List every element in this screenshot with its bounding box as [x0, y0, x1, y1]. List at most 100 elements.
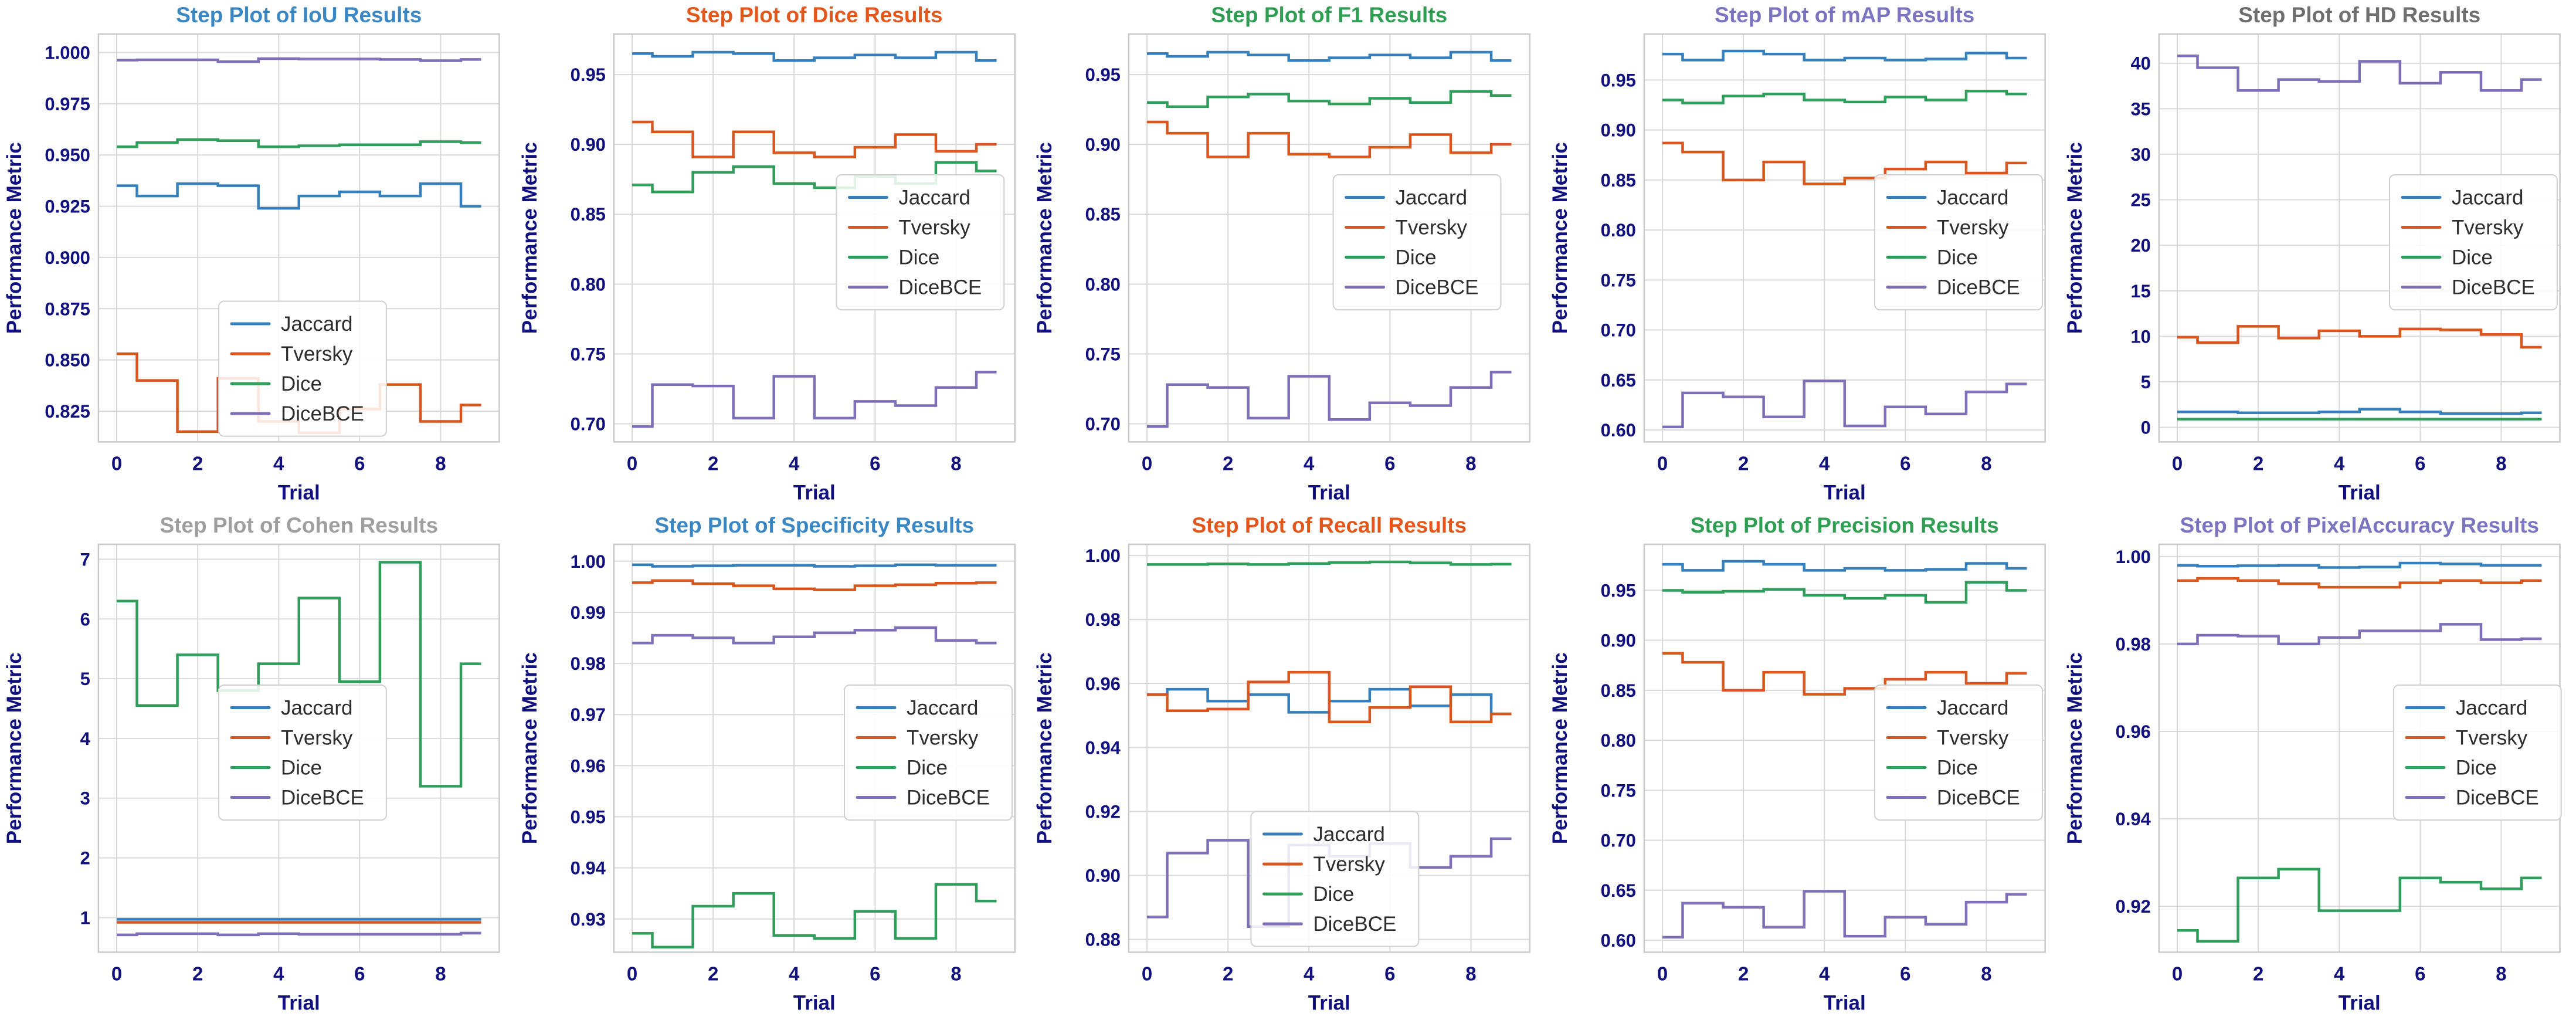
y-tick-label: 0.70 [1600, 830, 1635, 850]
legend-label: DiceBCE [2452, 276, 2535, 299]
chart-title: Step Plot of F1 Results [1211, 3, 1448, 27]
y-tick-label: 0.90 [1600, 630, 1635, 650]
step-chart-svg-pixelaccuracy: 0.92 0.94 0.96 0.98 1.00 0 2 4 6 8 Trial Performanc… [2063, 513, 2563, 1014]
y-tick-label: 30 [2131, 144, 2151, 165]
y-tick-label: 0.60 [1600, 420, 1635, 440]
grid-lines [613, 34, 1015, 442]
series-line-dicebce [117, 57, 481, 63]
y-tick-labels: 0.70 0.75 0.80 0.85 0.90 0.95 [1085, 65, 1121, 434]
series-line-dicebce [632, 626, 997, 644]
step-chart-svg-recall: 0.88 0.90 0.92 0.94 0.96 0.98 1.00 0 2 4 6 8 Trial Pe… [1033, 513, 1531, 1014]
y-tick-label: 0.65 [1600, 370, 1635, 391]
series-line-dicebce [2177, 55, 2542, 92]
x-tick-label: 6 [2415, 452, 2426, 474]
legend-box [2389, 174, 2558, 311]
legend-label: Jaccard [898, 186, 970, 209]
axes-border [613, 543, 1016, 953]
x-axis-label: Trial [793, 481, 835, 504]
y-tick-labels: 0.93 0.94 0.95 0.96 0.97 0.98 0.99 1.00 [570, 551, 606, 929]
legend-label: Jaccard [907, 696, 978, 719]
x-tick-label: 6 [870, 452, 880, 474]
series-line-jaccard [1662, 560, 2027, 572]
chart-title: Step Plot of PixelAccuracy Results [2180, 513, 2539, 537]
series-line-tversky [1147, 120, 1512, 158]
legend-box [1250, 811, 1420, 947]
y-tick-label: 0.90 [570, 134, 605, 155]
subplot-specificity: 0.93 0.94 0.95 0.96 0.97 0.98 0.99 1.00 0 2 4 6 8 Tri… [515, 510, 1031, 1020]
x-tick-label: 0 [626, 452, 637, 474]
axes-border [1128, 33, 1531, 443]
y-tick-label: 0.99 [570, 602, 605, 622]
x-tick-label: 2 [1738, 963, 1749, 984]
series-lines [1662, 560, 2027, 938]
axes-border [1128, 543, 1531, 953]
legend: Jaccard Tversky Dice DiceBCE [218, 300, 387, 437]
y-tick-label: 0.80 [1600, 220, 1635, 240]
legend-label: Tversky [1396, 216, 1468, 239]
x-tick-label: 4 [789, 963, 800, 984]
x-tick-label: 6 [1384, 963, 1395, 984]
series-line-jaccard [1147, 50, 1512, 62]
y-tick-label: 0.75 [1085, 344, 1121, 364]
legend: Jaccard Tversky Dice DiceBCE [843, 684, 1013, 821]
x-tick-label: 8 [435, 963, 446, 984]
legend-label: DiceBCE [281, 402, 364, 425]
chart-title: Step Plot of Dice Results [686, 3, 943, 27]
x-tick-labels: 0 2 4 6 8 [626, 963, 961, 984]
x-axis-label: Trial [1308, 481, 1350, 504]
subplot-f1: 0.70 0.75 0.80 0.85 0.90 0.95 0 2 4 6 8 Trial Perfor… [1030, 0, 1546, 510]
x-tick-label: 4 [2334, 452, 2345, 474]
legend-box [835, 174, 1004, 311]
legend-box [1332, 174, 1502, 311]
series-line-tversky [632, 120, 997, 158]
legend-label: Tversky [907, 726, 979, 749]
y-tick-label: 0.92 [1085, 801, 1121, 822]
series-line-dice [1147, 90, 1512, 109]
y-axis-label: Performance Metric [518, 652, 541, 844]
x-tick-label: 6 [354, 452, 365, 474]
x-tick-labels: 0 2 4 6 8 [111, 963, 446, 984]
x-axis-label: Trial [1824, 991, 1866, 1014]
x-tick-label: 6 [2415, 963, 2426, 984]
y-axis-label: Performance Metric [3, 652, 26, 844]
y-tick-label: 10 [2131, 326, 2151, 347]
chart-title: Step Plot of mAP Results [1715, 3, 1974, 27]
y-tick-label: 0.94 [1085, 737, 1121, 758]
subplot-map: 0.60 0.65 0.70 0.75 0.80 0.85 0.90 0.95 0 2 4 6 8 Tri… [1545, 0, 2061, 510]
y-tick-label: 0.80 [1085, 274, 1121, 294]
y-tick-label: 0.70 [1085, 414, 1121, 434]
legend-label: Jaccard [2452, 186, 2523, 209]
y-tick-labels: 0.825 0.850 0.875 0.900 0.925 0.950 0.975 1.000 [45, 42, 90, 422]
y-tick-labels: 0.60 0.65 0.70 0.75 0.80 0.85 0.90 0.95 [1600, 70, 1635, 440]
y-tick-label: 0.88 [1085, 929, 1121, 950]
y-tick-label: 0.75 [1600, 270, 1635, 290]
y-tick-label: 0 [2141, 418, 2151, 438]
x-tick-label: 4 [2334, 963, 2345, 984]
series-line-dicebce [632, 371, 997, 428]
x-axis-label: Trial [278, 481, 320, 504]
y-tick-label: 0.850 [45, 350, 90, 371]
series-line-tversky [1662, 652, 2027, 696]
x-tick-labels: 0 2 4 6 8 [2172, 452, 2507, 474]
x-tick-label: 8 [1981, 963, 1991, 984]
x-tick-label: 2 [708, 452, 718, 474]
x-tick-label: 2 [1223, 452, 1233, 474]
y-tick-label: 4 [80, 728, 91, 748]
y-tick-label: 0.975 [45, 94, 90, 114]
legend-label: Jaccard [1314, 823, 1386, 846]
legend-label: Jaccard [1937, 696, 2008, 719]
y-tick-label: 0.85 [570, 204, 605, 225]
x-tick-label: 4 [1304, 963, 1315, 984]
y-tick-label: 0.95 [570, 65, 605, 85]
y-tick-label: 20 [2131, 235, 2151, 256]
legend-box [2393, 684, 2563, 821]
x-tick-label: 2 [192, 452, 203, 474]
legend-label: DiceBCE [1396, 276, 1479, 299]
series-line-jaccard [632, 50, 997, 62]
y-axis-label: Performance Metric [518, 142, 541, 334]
x-tick-labels: 0 2 4 6 8 [1657, 963, 1992, 984]
series-line-tversky [1147, 670, 1512, 723]
y-tick-labels: 0 5 10 15 20 25 30 35 40 [2131, 53, 2151, 438]
y-tick-label: 0.98 [1085, 609, 1121, 630]
